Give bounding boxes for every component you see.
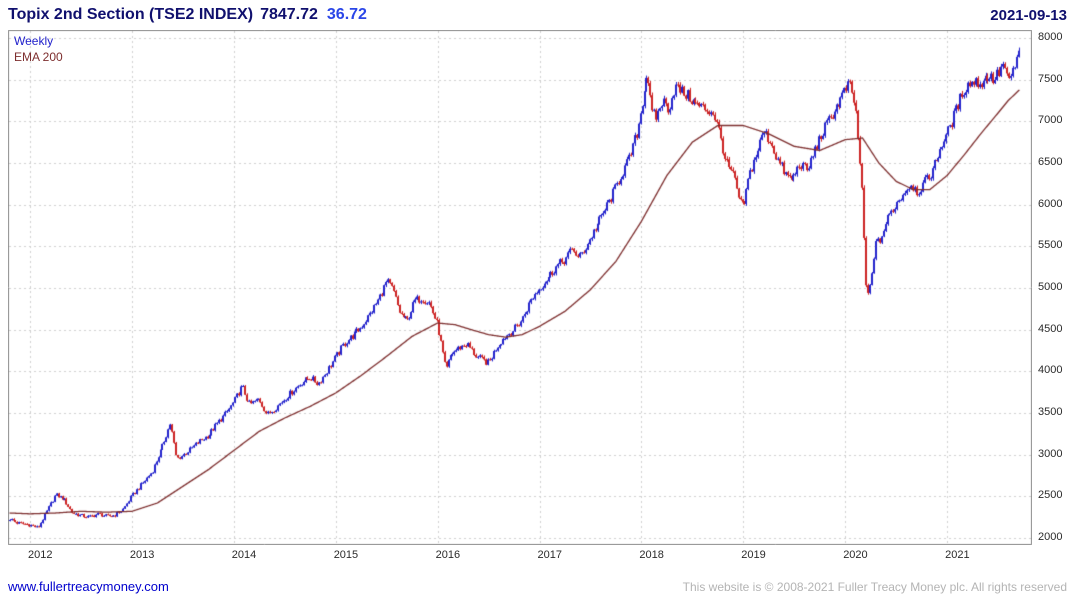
y-axis-tick-label: 6500 <box>1038 156 1063 168</box>
x-axis-tick-label: 2012 <box>28 549 53 561</box>
chart-header: Topix 2nd Section (TSE2 INDEX) 7847.72 36.… <box>0 0 1075 30</box>
y-axis-tick-label: 6000 <box>1038 197 1063 210</box>
footer: www.fullertreacymoney.com This website i… <box>0 574 1075 600</box>
y-axis-tick-label: 5500 <box>1038 239 1063 252</box>
x-axis-tick-label: 2013 <box>129 549 155 561</box>
price-change: 36.72 <box>326 6 367 23</box>
copyright-text: This website is © 2008-2021 Fuller Treac… <box>682 580 1067 594</box>
y-axis-tick-label: 8000 <box>1038 31 1063 43</box>
chart-legend: Weekly EMA 200 <box>14 33 63 65</box>
y-axis-tick-label: 7000 <box>1038 114 1063 127</box>
y-axis-tick-label: 4500 <box>1038 322 1063 335</box>
chart-title: Topix 2nd Section (TSE2 INDEX) 7847.72 36.… <box>8 6 367 24</box>
x-axis-tick-label: 2014 <box>231 549 257 561</box>
legend-weekly-label: Weekly <box>14 34 54 48</box>
y-axis-tick-label: 2000 <box>1038 531 1063 543</box>
y-axis-tick-label: 7500 <box>1038 72 1063 85</box>
x-axis-tick-label: 2017 <box>537 549 562 561</box>
y-axis-tick-label: 3500 <box>1038 406 1063 418</box>
x-axis-tick-label: 2020 <box>843 549 868 561</box>
x-axis-tick-label: 2016 <box>435 549 461 561</box>
x-axis-tick-label: 2019 <box>741 549 766 561</box>
last-price: 7847.72 <box>260 6 318 23</box>
x-axis-tick-label: 2018 <box>639 549 664 561</box>
website-link[interactable]: www.fullertreacymoney.com <box>8 579 169 594</box>
chart-date: 2021-09-13 <box>990 7 1067 24</box>
legend-ema-label: EMA 200 <box>14 50 63 64</box>
price-chart-canvas[interactable] <box>8 30 1032 545</box>
instrument-name: Topix 2nd Section (TSE2 INDEX) <box>8 6 254 23</box>
x-axis-tick-label: 2021 <box>945 549 970 561</box>
y-axis-tick-label: 3000 <box>1038 447 1063 460</box>
plot-area: Weekly EMA 200 <box>8 30 1032 545</box>
y-axis-tick-label: 2500 <box>1038 489 1063 502</box>
y-axis-tick-label: 4000 <box>1038 364 1063 377</box>
x-axis-tick-label: 2015 <box>333 549 359 561</box>
y-axis-tick-label: 5000 <box>1038 281 1063 293</box>
